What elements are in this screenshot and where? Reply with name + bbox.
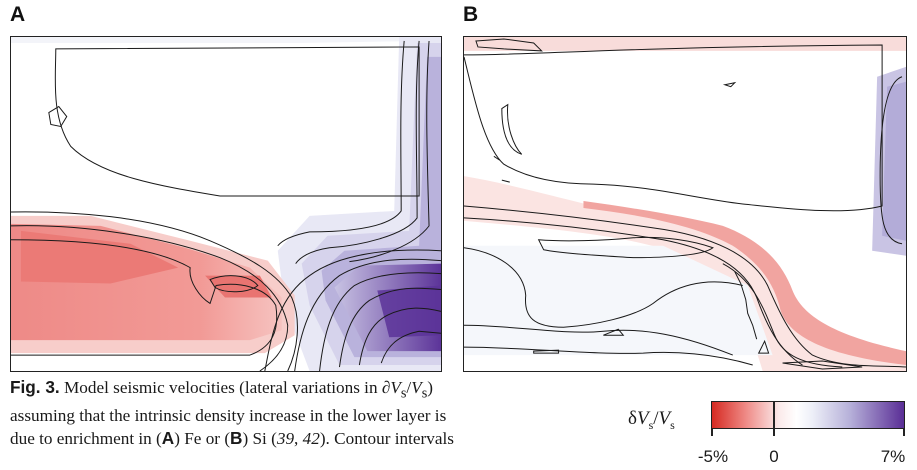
colorbar-tick-label-max: 7% bbox=[880, 447, 906, 466]
caption-line-2: assuming that the intrinsic density incr… bbox=[10, 405, 447, 425]
colorbar-tick-mid bbox=[773, 428, 775, 436]
caption-line-3: due to enrichment in (A) Fe or (B) Si (3… bbox=[10, 428, 454, 449]
panel-b-velocity-field bbox=[464, 37, 906, 371]
colorbar-tick-label-mid: 0 bbox=[769, 447, 779, 466]
panel-b-map bbox=[463, 36, 907, 372]
colorbar-zero-line bbox=[773, 401, 775, 429]
colorbar-tick-label-min: -5% bbox=[697, 447, 729, 466]
panel-a-velocity-field bbox=[11, 37, 441, 371]
panel-b-label: B bbox=[463, 3, 479, 26]
colorbar-label: δVs/Vs bbox=[628, 408, 675, 432]
colorbar-tick-min bbox=[711, 428, 713, 436]
caption-line-1: Fig. 3. Model seismic velocities (latera… bbox=[10, 377, 434, 402]
caption-figure-number: Fig. 3. bbox=[10, 377, 60, 397]
colorbar-tick-max bbox=[903, 428, 905, 436]
colorbar bbox=[711, 401, 905, 429]
panel-a-label: A bbox=[10, 3, 26, 26]
figure-caption: Fig. 3. Model seismic velocities (latera… bbox=[10, 376, 600, 451]
panel-a-map bbox=[10, 36, 442, 372]
